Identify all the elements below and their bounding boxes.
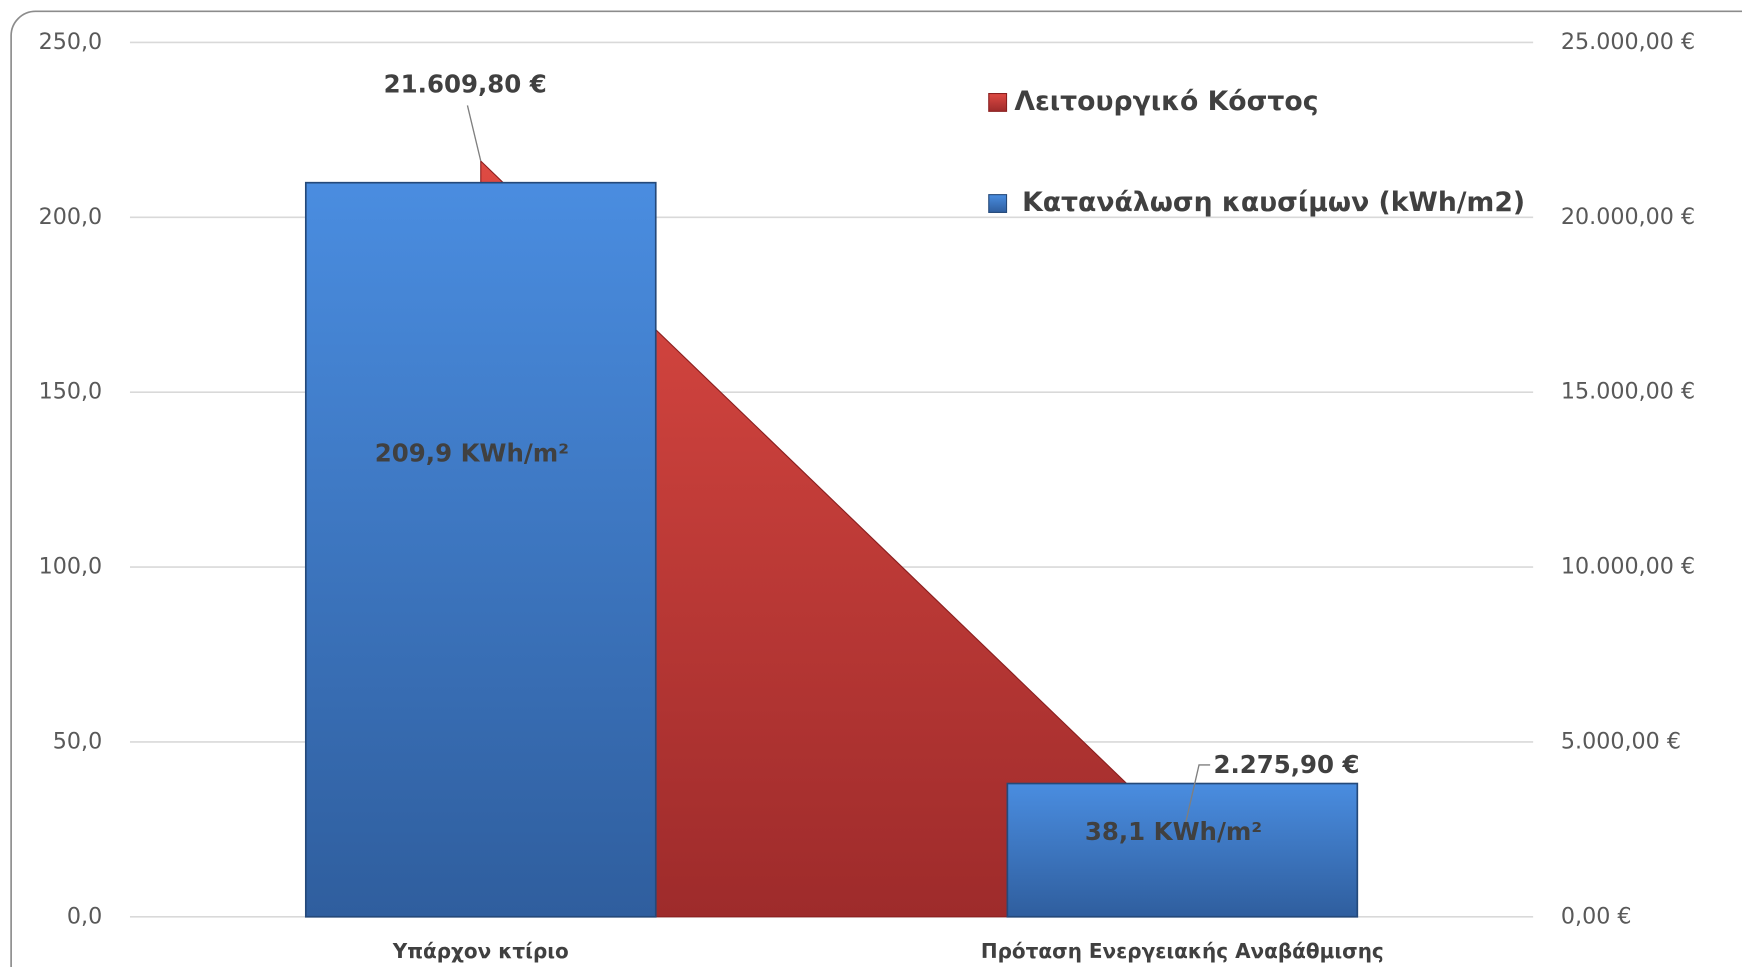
y-tick-label: 50,0	[53, 728, 102, 754]
chart-border	[10, 10, 1742, 967]
y2-tick-label: 10.000,00 €	[1561, 554, 1695, 580]
y2-tick-label: 20.000,00 €	[1561, 204, 1695, 230]
y-tick-label: 200,0	[39, 204, 103, 230]
y2-tick-label: 15.000,00 €	[1561, 379, 1695, 405]
y2-tick-label: 5.000,00 €	[1561, 728, 1681, 754]
bar	[304, 181, 657, 918]
y2-tick-label: 0,00 €	[1561, 903, 1632, 929]
data-label: 209,9 KWh/m²	[375, 438, 569, 467]
leader-line	[1181, 764, 1211, 838]
legend-swatch	[988, 92, 1008, 112]
y-tick-label: 100,0	[39, 554, 103, 580]
x-tick-label: Υπάρχον κτίριο	[392, 939, 569, 963]
bar	[1006, 782, 1359, 918]
legend-swatch	[988, 194, 1008, 213]
data-label: 38,1 KWh/m²	[1085, 817, 1262, 846]
y-tick-label: 0,0	[67, 903, 102, 929]
x-tick-label: Πρόταση Ενεργειακής Αναβάθμισης	[981, 939, 1384, 963]
y-tick-label: 150,0	[39, 379, 103, 405]
data-label: 21.609,80 €	[384, 69, 547, 98]
legend-label: Λειτουργικό Κόστος	[1014, 86, 1318, 117]
y2-tick-label: 25.000,00 €	[1561, 29, 1695, 55]
y-tick-label: 250,0	[39, 29, 103, 55]
legend-label: Κατανάλωση καυσίμων (kWh/m2)	[1022, 187, 1525, 218]
data-label: 2.275,90 €	[1213, 750, 1359, 779]
leader-line	[466, 105, 482, 162]
